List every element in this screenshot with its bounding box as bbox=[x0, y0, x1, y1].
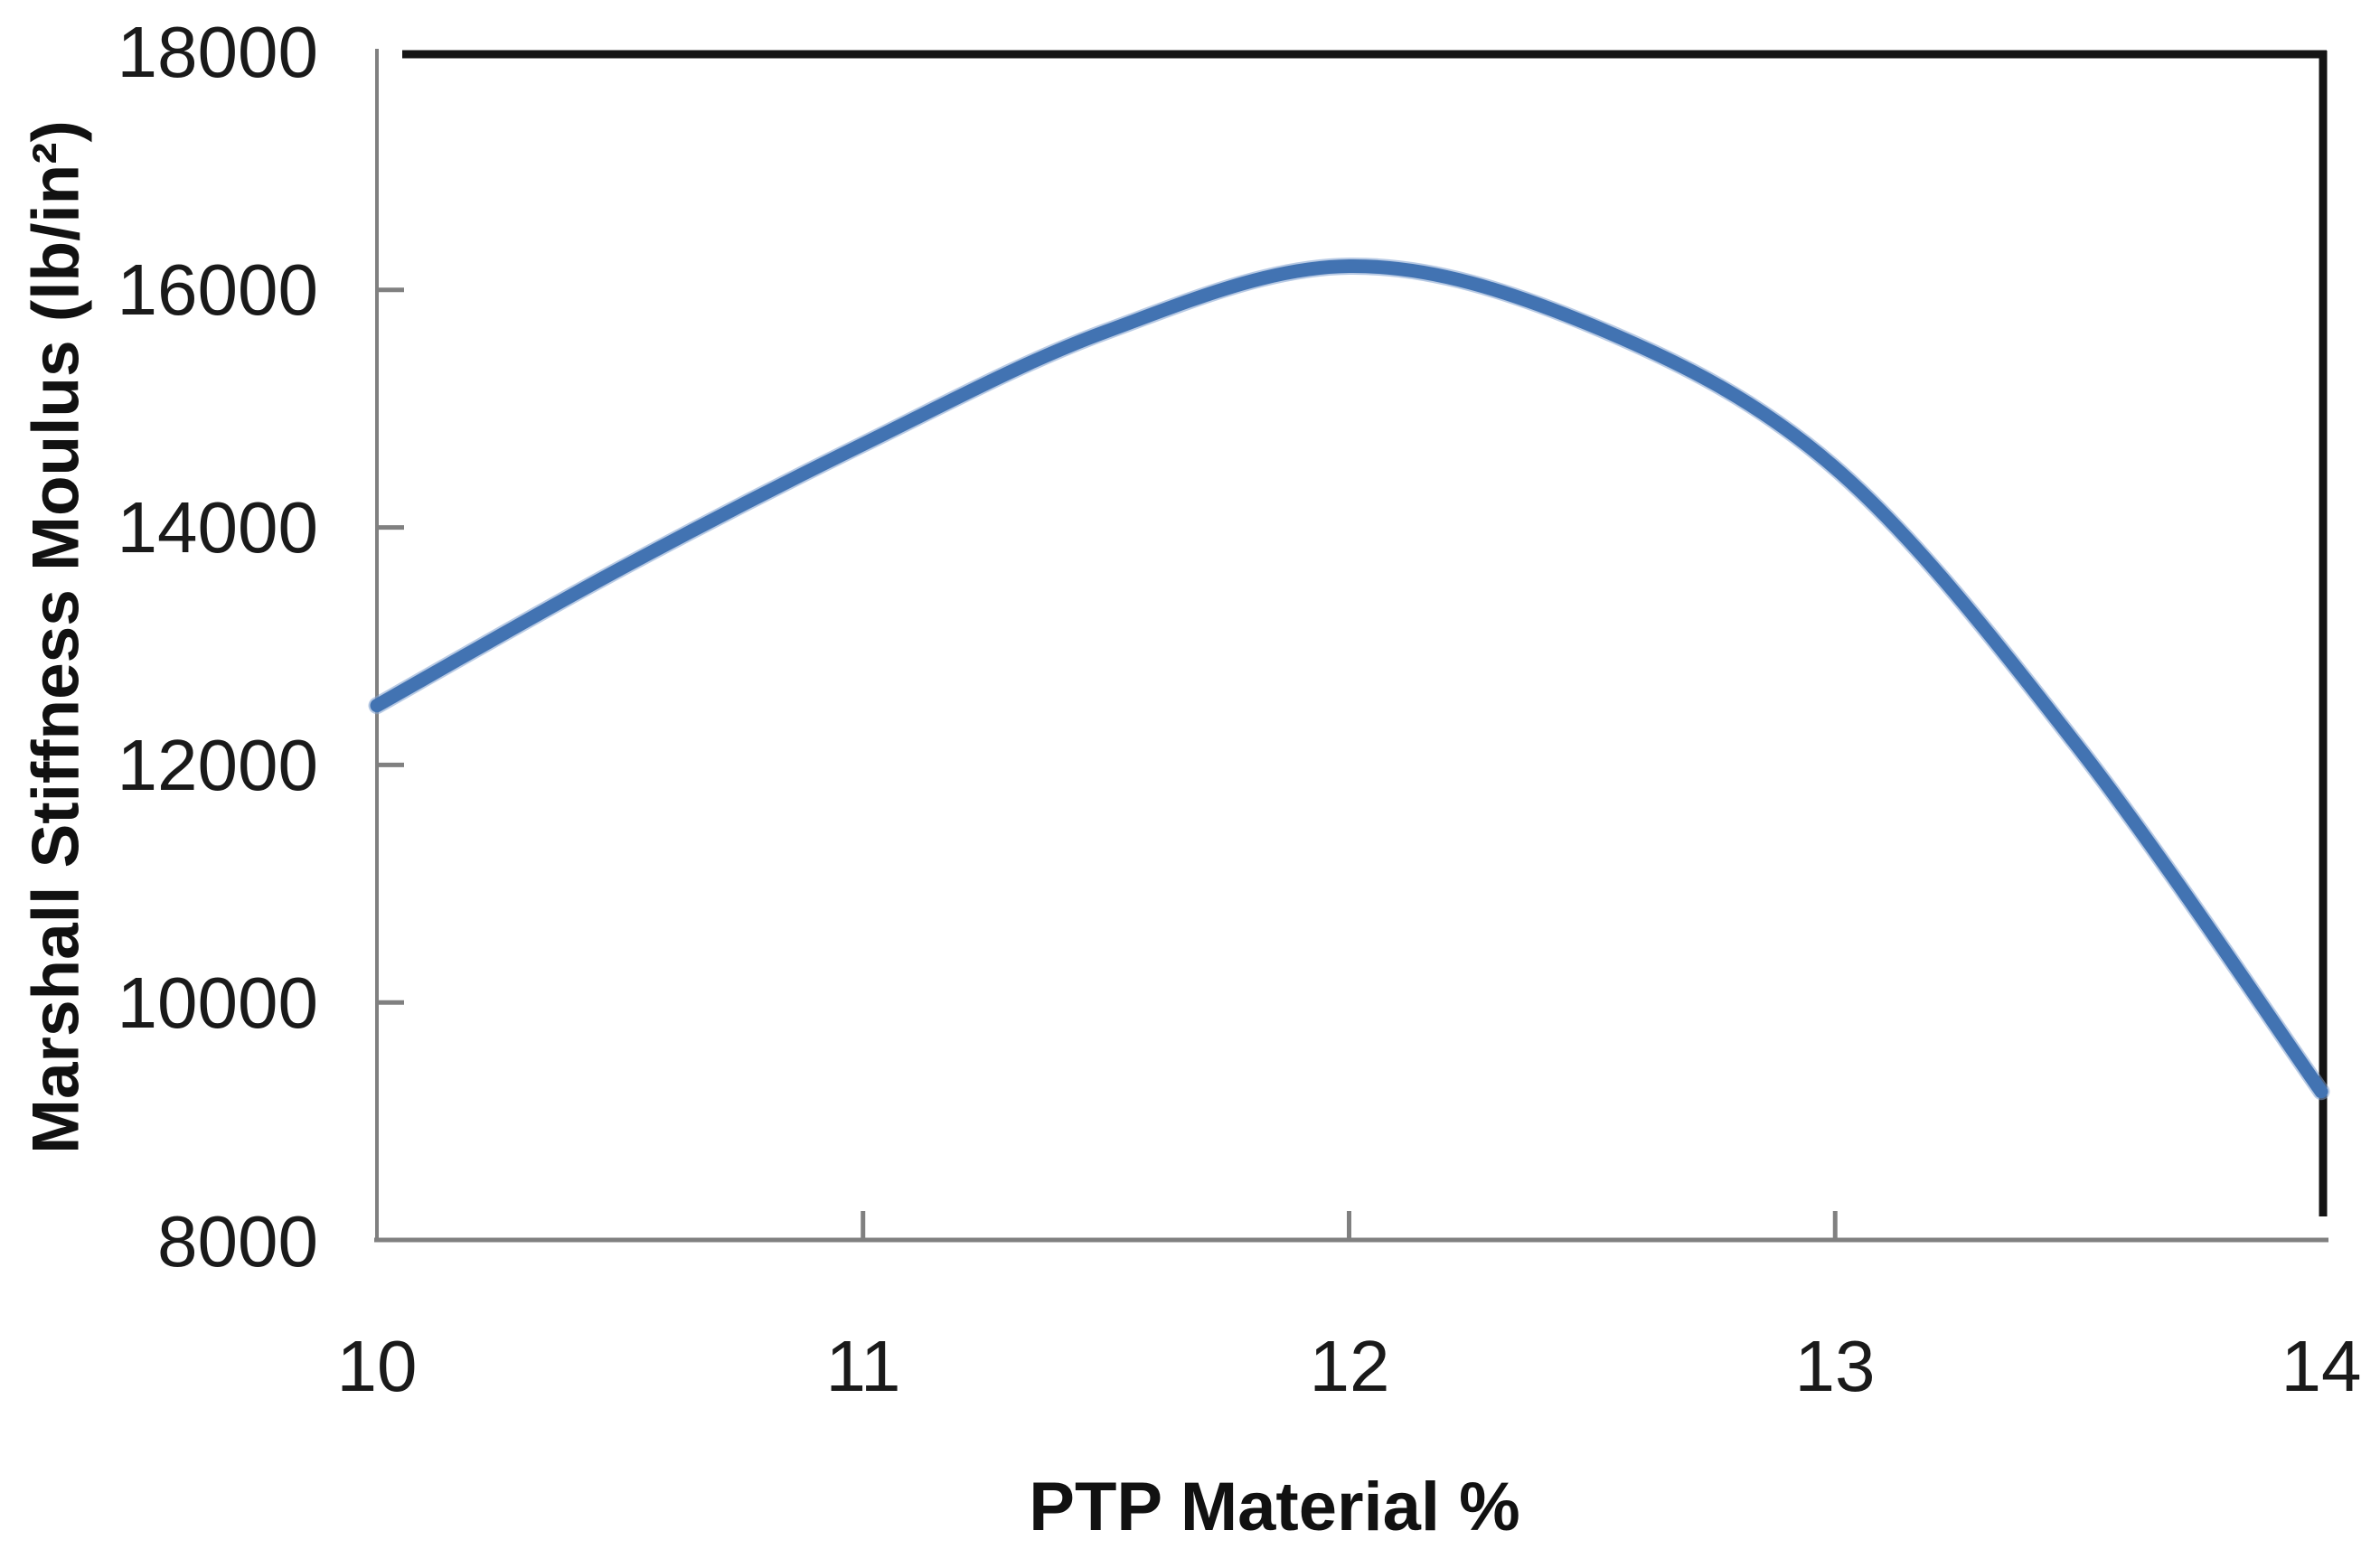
x-tick-label-14: 14 bbox=[2281, 1326, 2362, 1406]
x-tick-label-12: 12 bbox=[1309, 1326, 1390, 1406]
y-tick-label-12000: 12000 bbox=[117, 725, 318, 805]
y-tick-label-16000: 16000 bbox=[117, 249, 318, 330]
x-tick-label-10: 10 bbox=[336, 1326, 418, 1406]
data-curve bbox=[370, 259, 2328, 1099]
y-tick-label-18000: 18000 bbox=[117, 12, 318, 92]
x-tick-label-13: 13 bbox=[1794, 1326, 1876, 1406]
y-tick-label-8000: 8000 bbox=[157, 1201, 318, 1282]
x-tick-label-11: 11 bbox=[825, 1326, 901, 1406]
y-axis-title: Marshall Stiffness Moulus (lb/in²) bbox=[19, 120, 93, 1154]
y-tick-label-14000: 14000 bbox=[117, 487, 318, 568]
x-axis-title: PTP Material % bbox=[1029, 1469, 1520, 1545]
y-tick-label-10000: 10000 bbox=[117, 962, 318, 1043]
